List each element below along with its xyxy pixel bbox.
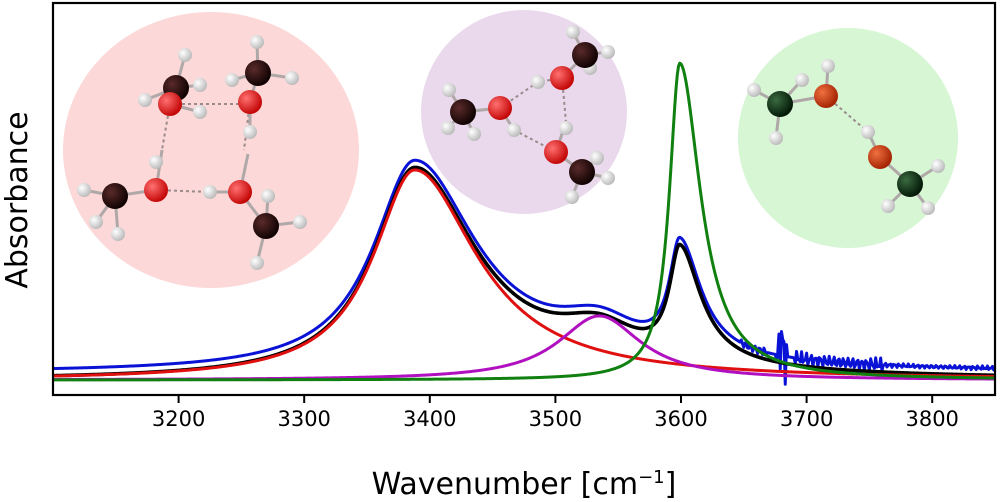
carbon-atom xyxy=(450,99,476,125)
hydrogen-atom xyxy=(565,190,579,204)
hydrogen-atom xyxy=(138,93,152,107)
hydrogen-atom xyxy=(250,256,264,270)
x-tick-label-3700: 3700 xyxy=(780,407,833,431)
carbon-atom xyxy=(572,42,598,68)
y-axis-title: Absorbance xyxy=(0,111,35,288)
hydrogen-atom xyxy=(559,121,573,135)
carbon-atom xyxy=(102,183,128,209)
hydrogen-atom xyxy=(821,59,835,73)
hydrogen-atom xyxy=(441,121,455,135)
tetramer-bubble xyxy=(63,12,359,288)
hydrogen-atom xyxy=(178,48,192,62)
carbon-atom xyxy=(569,159,595,185)
x-tick-label-3800: 3800 xyxy=(905,407,958,431)
hydrogen-atom xyxy=(261,189,275,203)
hydrogen-atom xyxy=(293,215,307,229)
plot-frame xyxy=(51,1,997,397)
hydrogen-atom xyxy=(921,201,935,215)
oxygen-atom xyxy=(488,96,512,120)
oxygen-atom xyxy=(550,66,574,90)
hydrogen-atom xyxy=(507,123,521,137)
hydrogen-atom xyxy=(149,155,163,169)
hydrogen-atom xyxy=(111,227,125,241)
oxygen-atom xyxy=(144,178,168,202)
oxygen-atom xyxy=(158,92,182,116)
oxygen-atom xyxy=(544,140,568,164)
hydrogen-atom xyxy=(531,75,545,89)
carbon-atom xyxy=(245,60,271,86)
hydrogen-atom xyxy=(795,73,809,87)
x-tick-label-3200: 3200 xyxy=(152,407,205,431)
hydrogen-atom xyxy=(203,185,217,199)
series-line-experimental xyxy=(54,158,995,386)
x-tick-label-3600: 3600 xyxy=(654,407,707,431)
hydrogen-atom xyxy=(590,151,604,165)
hydrogen-atom xyxy=(285,71,299,85)
molecule-structures xyxy=(77,25,945,270)
oxygen-atom xyxy=(814,84,838,108)
oxygen-atom xyxy=(238,90,262,114)
hydrogen-atom xyxy=(566,25,580,39)
hydrogen-atom xyxy=(77,183,91,197)
molecule-insets xyxy=(63,10,958,288)
hydrogen-atom xyxy=(243,125,257,139)
hydrogen-atom xyxy=(861,125,875,139)
oxygen-atom xyxy=(868,145,892,169)
oxygen-atom xyxy=(228,180,252,204)
hydrogen-atom xyxy=(467,127,481,141)
hydrogen-bond xyxy=(513,129,557,153)
hydrogen-atom xyxy=(769,131,783,145)
x-tick-label-3300: 3300 xyxy=(277,407,330,431)
hydrogen-atom xyxy=(225,73,239,87)
series-line-fit-green xyxy=(54,61,995,382)
hydrogen-atom xyxy=(931,159,945,173)
x-tick-label-3500: 3500 xyxy=(529,407,582,431)
hydrogen-atom xyxy=(193,105,207,119)
spectrum-curves xyxy=(54,61,995,386)
hydrogen-atom xyxy=(601,45,615,59)
hydrogen-atom xyxy=(601,171,615,185)
x-axis: 3200 3300 3400 3500 3600 3700 3800 xyxy=(152,395,959,431)
hydrogen-atom xyxy=(881,199,895,213)
x-axis-title: Wavenumber [cm−1] xyxy=(372,467,677,502)
carbon-atom xyxy=(253,213,279,239)
carbon-atom xyxy=(897,171,923,197)
hydrogen-atom xyxy=(747,83,761,97)
hydrogen-atom xyxy=(250,35,264,49)
hydrogen-atom xyxy=(193,78,207,92)
hydrogen-atom xyxy=(442,83,456,97)
carbon-atom xyxy=(767,91,793,117)
x-tick-label-3400: 3400 xyxy=(403,407,456,431)
hydrogen-atom xyxy=(89,215,103,229)
